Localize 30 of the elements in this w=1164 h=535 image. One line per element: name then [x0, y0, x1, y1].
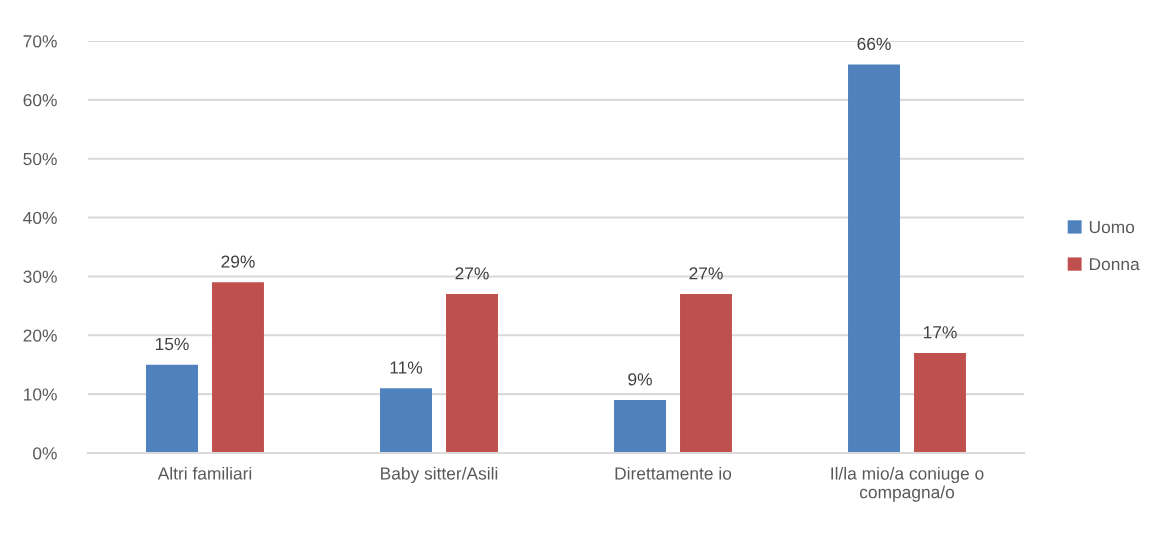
data-label: 27%	[689, 267, 723, 280]
bar	[380, 388, 432, 453]
bar	[680, 294, 732, 453]
data-label: 66%	[857, 37, 891, 50]
data-label: 11%	[390, 361, 423, 374]
data-label: 9%	[628, 373, 652, 386]
x-tick-label: Il/la mio/a coniuge o compagna/o	[831, 466, 984, 502]
y-tick-label: 50%	[23, 152, 57, 166]
legend-label: Uomo	[1089, 221, 1135, 234]
y-tick-label: 40%	[23, 211, 57, 225]
x-tick-label: Altri familiari	[157, 466, 252, 480]
x-tick-label: Direttamente io	[615, 466, 732, 480]
bar	[614, 400, 666, 453]
bar	[848, 64, 900, 453]
bar	[212, 282, 264, 453]
data-label: 15%	[155, 337, 189, 351]
y-tick-label: 60%	[23, 94, 57, 107]
y-tick-label: 20%	[23, 329, 57, 342]
y-tick-label: 30%	[23, 270, 57, 283]
bar	[914, 352, 966, 453]
x-tick-label: Baby sitter/Asili	[381, 466, 498, 484]
y-tick-label: 70%	[23, 35, 57, 48]
data-label: 27%	[455, 267, 489, 280]
data-label: 17%	[923, 326, 957, 339]
bar	[446, 294, 498, 453]
legend-label: Donna	[1089, 258, 1140, 271]
y-tick-label: 10%	[24, 388, 57, 401]
data-label: 29%	[221, 255, 255, 268]
y-tick-label: 0%	[33, 447, 57, 460]
bar	[146, 364, 198, 453]
